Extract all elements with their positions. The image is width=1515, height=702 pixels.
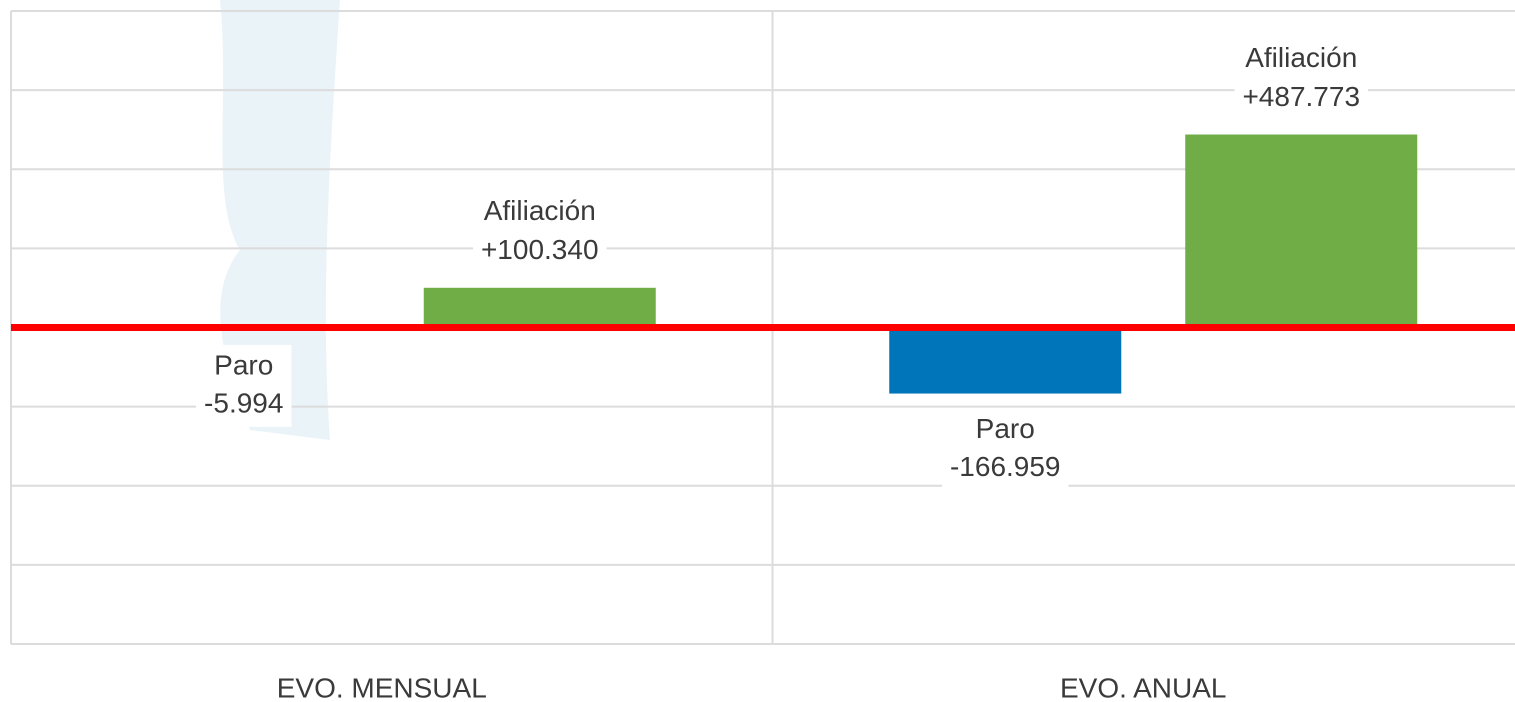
bar xyxy=(889,327,1122,394)
data-label-value: +100.340 xyxy=(481,234,599,265)
data-label-bg xyxy=(196,344,292,427)
data-label-name: Paro xyxy=(214,349,273,380)
bar xyxy=(423,287,656,328)
data-label-value: +487.773 xyxy=(1242,81,1360,112)
data-label-name: Afiliación xyxy=(1245,42,1357,73)
bar xyxy=(1185,134,1418,328)
data-label-bg xyxy=(1234,37,1369,121)
data-label-bg xyxy=(941,408,1069,491)
data-label-bg xyxy=(472,190,607,274)
data-label-name: Afiliación xyxy=(484,195,596,226)
data-label-value: -166.959 xyxy=(950,451,1061,482)
x-tick-label: EVO. ANUAL xyxy=(1060,672,1227,702)
data-label-value: -5.994 xyxy=(204,387,283,418)
x-tick-label: EVO. MENSUAL xyxy=(277,672,487,702)
data-label-name: Paro xyxy=(976,413,1035,444)
